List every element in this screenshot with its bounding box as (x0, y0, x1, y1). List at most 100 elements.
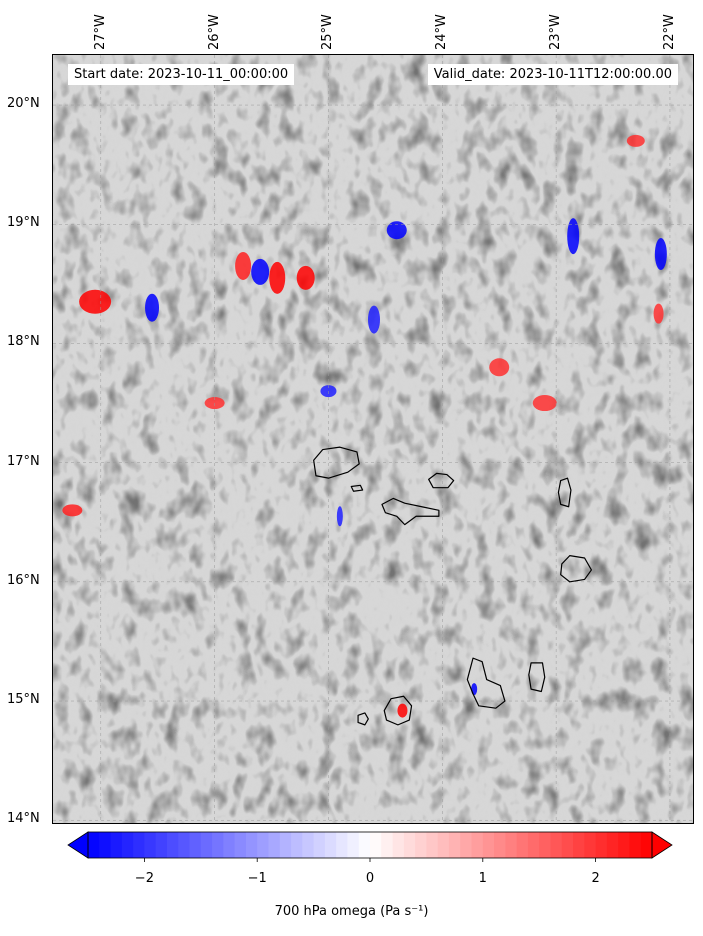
colorbar-tick-label: 0 (365, 871, 375, 886)
omega-extreme-spot (489, 358, 510, 377)
latitude-tick-label: 15°N (7, 692, 40, 708)
latitude-tick-label: 18°N (7, 334, 40, 350)
omega-extreme-spot (296, 265, 315, 290)
colorbar-cell (505, 832, 518, 858)
colorbar-cell (494, 832, 506, 858)
colorbar-cell (539, 832, 552, 858)
colorbar (67, 831, 673, 862)
colorbar-cell (110, 832, 123, 858)
colorbar-cell (189, 832, 202, 858)
longitude-tick-label: 26°W (206, 14, 222, 50)
colorbar-cell (392, 832, 405, 858)
colorbar-extend-min (67, 831, 89, 859)
colorbar-cell (336, 832, 349, 858)
colorbar-cell (302, 832, 315, 858)
colorbar-cell (99, 832, 112, 858)
omega-extreme-spot (397, 703, 408, 718)
colorbar-cell (279, 832, 292, 858)
omega-extreme-spot (79, 289, 112, 314)
omega-extreme-spot (368, 305, 380, 334)
coastlines (313, 446, 593, 726)
island-coastline (313, 446, 360, 479)
island-coastline (528, 662, 546, 693)
colorbar-cell (133, 832, 145, 858)
omega-extreme-spot (251, 258, 270, 285)
colorbar-cell (245, 832, 258, 858)
longitude-tick-label: 27°W (92, 14, 108, 50)
island-coastline (381, 497, 440, 526)
colorbar-cell (166, 832, 179, 858)
colorbar-cell (381, 832, 394, 858)
omega-field (53, 55, 693, 823)
omega-extreme-spot (269, 261, 286, 294)
omega-extreme-spot (567, 218, 580, 255)
latitude-tick-label: 14°N (7, 811, 40, 827)
omega-field-map (53, 55, 693, 823)
island-coastline (350, 484, 364, 492)
omega-extreme-spot (626, 134, 645, 147)
omega-extreme-spot (471, 683, 478, 696)
colorbar-cell (437, 832, 450, 858)
colorbar-cell (640, 832, 653, 858)
colorbar-cell (606, 832, 619, 858)
omega-extreme-spot (62, 504, 83, 517)
island-coastline (466, 657, 506, 709)
omega-extreme-spot (386, 221, 407, 240)
colorbar-cell (234, 832, 247, 858)
colorbar-cell (629, 832, 642, 858)
omega-extreme-spot (654, 238, 667, 271)
colorbar-cell (370, 832, 382, 858)
colorbar-cell (618, 832, 631, 858)
colorbar-tick-label: −2 (134, 871, 154, 886)
colorbar-cell (426, 832, 439, 858)
colorbar-cell (200, 832, 213, 858)
island-coastline (428, 472, 455, 489)
colorbar-cell (155, 832, 168, 858)
valid-date-label: Valid_date: 2023-10-11T12:00:00.00 (427, 64, 678, 85)
colorbar-cell (573, 832, 585, 858)
colorbar-label: 700 hPa omega (Pa s⁻¹) (274, 904, 429, 919)
colorbar-cell (460, 832, 473, 858)
latitude-tick-label: 19°N (7, 215, 40, 231)
colorbar-cell (88, 832, 100, 858)
latitude-tick-label: 20°N (7, 96, 40, 112)
colorbar-cell (257, 832, 270, 858)
gridlines (53, 55, 693, 823)
colorbar-cell (527, 832, 540, 858)
colorbar-cell (561, 832, 574, 858)
omega-extreme-spot (653, 303, 664, 324)
longitude-tick-label: 23°W (548, 14, 564, 50)
start-date-label: Start date: 2023-10-11_00:00:00 (68, 64, 295, 85)
colorbar-cell (550, 832, 563, 858)
colorbar-cell (584, 832, 597, 858)
longitude-tick-label: 22°W (661, 14, 677, 50)
colorbar-cell (212, 832, 224, 858)
latitude-tick-label: 16°N (7, 572, 40, 588)
colorbar-cell (358, 832, 371, 858)
island-coastline (557, 477, 572, 508)
colorbar-cell (268, 832, 281, 858)
colorbar-tick-label: −1 (247, 871, 267, 886)
island-coastline (357, 712, 369, 726)
colorbar-cell (144, 832, 157, 858)
colorbar-cell (223, 832, 236, 858)
colorbar-cell (324, 832, 337, 858)
colorbar-cell (313, 832, 326, 858)
longitude-tick-label: 25°W (320, 14, 336, 50)
colorbar-cell (121, 832, 134, 858)
colorbar-cell (448, 832, 461, 858)
island-coastline (383, 695, 413, 726)
omega-extreme-spot (235, 251, 252, 280)
longitude-tick-label: 24°W (434, 14, 450, 50)
colorbar-cell (415, 832, 427, 858)
omega-extreme-spot (532, 395, 557, 412)
map-panel (52, 54, 694, 824)
colorbar-cell (516, 832, 529, 858)
colorbar-cell (178, 832, 191, 858)
colorbar-tick-label: 2 (591, 871, 600, 886)
colorbar-cell (291, 832, 303, 858)
omega-extreme-spot (145, 293, 160, 322)
colorbar-cell (482, 832, 495, 858)
colorbar-cell (347, 832, 360, 858)
colorbar-tick-label: 1 (478, 871, 487, 886)
